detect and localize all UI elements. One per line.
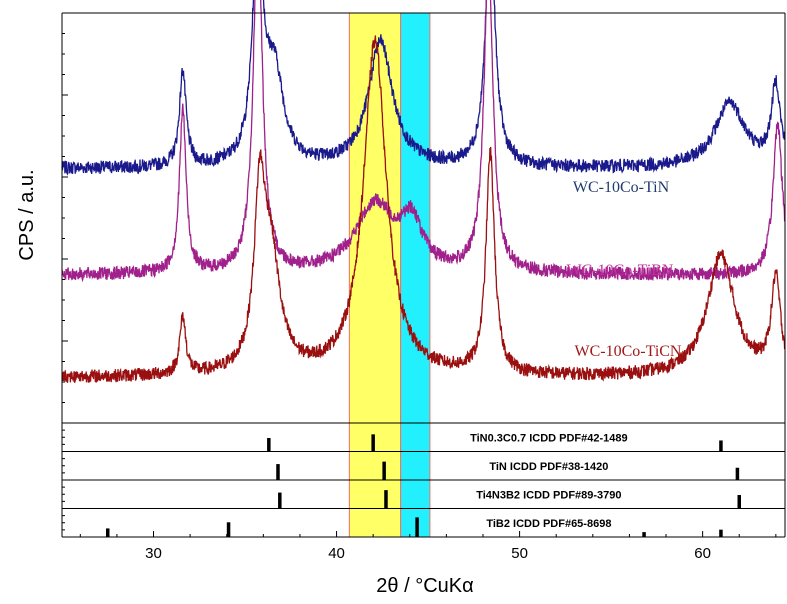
x-tick-label: 30 bbox=[145, 545, 162, 562]
ref-label: TiN0.3C0.7 ICDD PDF#42-1489 bbox=[470, 433, 628, 445]
axes: 30 40 50 60 bbox=[61, 12, 786, 562]
highlight-band bbox=[349, 13, 401, 537]
series-line bbox=[61, 0, 786, 283]
x-tick-label: 40 bbox=[328, 545, 345, 562]
series-group: WC-10Co-TiN WC-10Co-TiBN WC-10Co-TiCN bbox=[61, 0, 786, 384]
series-label: WC-10Co-TiBN bbox=[567, 262, 674, 279]
ref-label: TiN ICDD PDF#38-1420 bbox=[489, 461, 608, 473]
x-axis-label: 2θ / °CuKα bbox=[376, 575, 473, 597]
highlight-bands bbox=[348, 13, 431, 537]
x-tick-label: 60 bbox=[694, 545, 711, 562]
series-label: WC-10Co-TiN bbox=[573, 179, 670, 196]
highlight-band bbox=[400, 13, 430, 537]
series-line bbox=[61, 0, 786, 176]
x-tick-label: 50 bbox=[511, 545, 528, 562]
series-label: WC-10Co-TiCN bbox=[575, 343, 682, 360]
ref-label: TiB2 ICDD PDF#65-8698 bbox=[486, 518, 611, 530]
series-line bbox=[61, 35, 786, 384]
ref-label: Ti4N3B2 ICDD PDF#89-3790 bbox=[476, 490, 621, 502]
y-axis-label: CPS / a.u. bbox=[16, 169, 38, 260]
